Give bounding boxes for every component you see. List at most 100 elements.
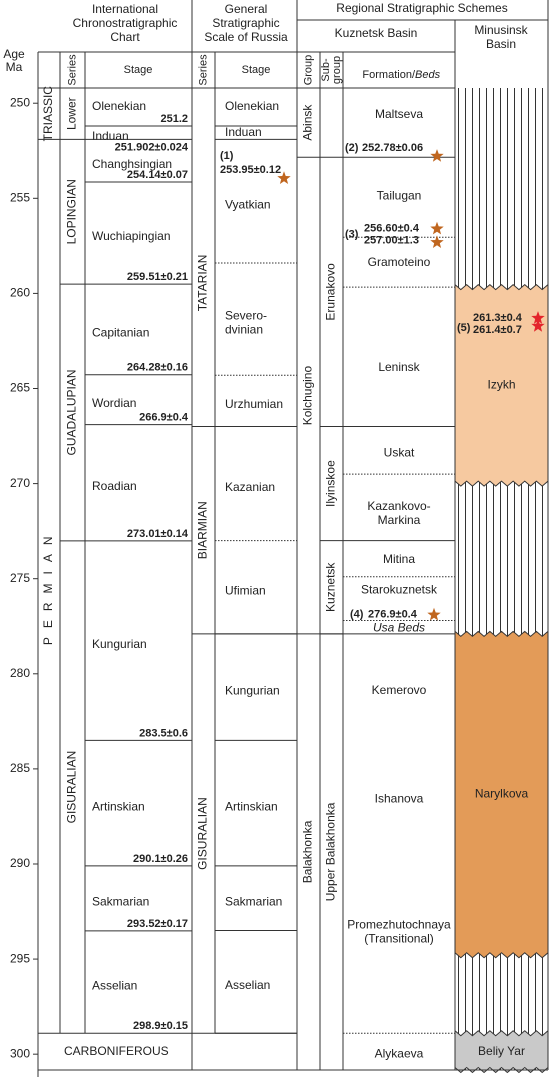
ics-header: Chart [110, 30, 140, 44]
date-star [430, 149, 444, 162]
date-star [430, 221, 444, 235]
ics-boundary-label: 259.51±0.21 [127, 271, 188, 283]
ics-stage-label: Wuchiapingian [92, 229, 171, 243]
system-label: TRIASSIC [41, 86, 55, 142]
russia-series-label: GISURALIAN [196, 797, 210, 870]
formation-label: Kemerovo [372, 683, 427, 697]
kuznetsk-header: Kuznetsk Basin [335, 26, 418, 40]
russia-stage-label: Vyatkian [225, 197, 271, 211]
age-tick-label: 300 [10, 1046, 30, 1060]
ics-stage-label: Roadian [92, 479, 137, 493]
subgroup-label: Kuznetsk [324, 562, 338, 612]
formation-label: Maltseva [375, 107, 423, 121]
ics-boundary-label: 254.14±0.07 [127, 169, 188, 181]
system-label: PERMIAN [41, 527, 55, 645]
ics-stage-label: Changhsingian [92, 157, 172, 171]
russia-header: Stratigraphic [212, 16, 279, 30]
minusinsk-unit-label: Izykh [487, 378, 515, 392]
system-label: CARBONIFEROUS [64, 1044, 169, 1058]
formation-label: Leninsk [378, 360, 420, 374]
date-label: 257.00±1.3 [364, 235, 419, 247]
minusinsk-unit-label: Beliy Yar [478, 1044, 525, 1058]
age-axis-label: Ma [6, 60, 23, 74]
formation-label: Promezhutochnaya [347, 918, 451, 932]
regional-header: Regional Stratigraphic Schemes [336, 1, 507, 15]
formation-label: Uskat [384, 445, 415, 459]
russia-stage-label: Urzhumian [225, 397, 283, 411]
subgroup-header: group [331, 56, 343, 84]
group-header: Group [302, 55, 314, 86]
russia-header: General [225, 2, 268, 16]
russia-stage-label: Kazanian [225, 480, 275, 494]
ics-boundary-label: 283.5±0.6 [139, 727, 188, 739]
russia-series-label: TATARIAN [196, 255, 210, 312]
russia-stage-label: Ufimian [225, 583, 266, 597]
ics-boundary-label: 293.52±0.17 [127, 918, 188, 930]
formation-label: Gramoteino [368, 255, 431, 269]
russia-stage-label: Asselian [225, 978, 270, 992]
date-marker: (3) [345, 229, 359, 241]
date-label: 276.9±0.4 [368, 609, 418, 621]
age-tick-label: 285 [10, 761, 30, 775]
age-tick-label: 250 [10, 95, 30, 109]
ics-boundary-label: 298.9±0.15 [133, 1020, 188, 1032]
date-label: 252.78±0.06 [362, 142, 423, 154]
date-star [277, 171, 291, 184]
date-star [430, 235, 444, 248]
ics-stage-header: Stage [124, 64, 153, 76]
minusinsk-header: Minusinsk [474, 23, 528, 37]
ics-series-label: GUADALUPIAN [65, 369, 79, 455]
ics-stage-label: Wordian [92, 396, 136, 410]
formation-label: Usa Beds [373, 620, 425, 634]
beds-header: Beds [415, 69, 441, 81]
ics-stage-label: Asselian [92, 978, 137, 992]
ics-series-label: Lower [65, 97, 79, 130]
date-label: 256.60±0.4 [364, 223, 420, 235]
ics-boundary-label: 266.9±0.4 [139, 412, 189, 424]
minusinsk-unit-label: Narylkova [475, 787, 529, 801]
ics-boundary-label: 273.01±0.14 [127, 528, 189, 540]
age-tick-label: 260 [10, 286, 30, 300]
subgroup-label: Upper Balakhonka [324, 802, 338, 901]
date-marker: (1) [220, 150, 234, 162]
formation-label: Alykaeva [375, 1046, 424, 1060]
ics-boundary-label: 251.902±0.024 [115, 141, 189, 153]
ics-stage-label: Kungurian [92, 637, 147, 651]
date-marker: (2) [345, 142, 359, 154]
ics-stage-label: Olenekian [92, 99, 146, 113]
age-tick-label: 255 [10, 190, 30, 204]
date-label: 261.3±0.4 [473, 312, 523, 324]
russia-stage-label: Olenekian [225, 99, 279, 113]
ru-series-header: Series [197, 54, 209, 86]
russia-stage-label: Sakmarian [225, 894, 282, 908]
ics-boundary-label: 290.1±0.26 [133, 853, 188, 865]
subgroup-label: Erunakovo [324, 263, 338, 321]
date-label: 261.4±0.7 [473, 324, 522, 336]
ics-series-header: Series [66, 54, 78, 86]
age-axis-label: Age [3, 47, 25, 61]
ics-stage-label: Capitanian [92, 326, 149, 340]
ics-boundary-label: 251.2 [160, 113, 188, 125]
subgroup-header: Sub- [320, 58, 332, 82]
age-tick-label: 280 [10, 666, 30, 680]
ics-stage-label: Artinskian [92, 799, 145, 813]
ru-stage-header: Stage [242, 64, 271, 76]
age-tick-label: 265 [10, 381, 30, 395]
formation-header: Formation/ [362, 69, 416, 81]
russia-header: Scale of Russia [204, 30, 288, 44]
russia-stage-label: dvinian [225, 322, 263, 336]
age-tick-label: 270 [10, 476, 30, 490]
ics-boundary-label: 264.28±0.16 [127, 362, 188, 374]
ics-header: International [92, 2, 158, 16]
date-star [427, 607, 441, 621]
ics-header: Chronostratigraphic [73, 16, 178, 30]
group-label: Abinsk [301, 104, 315, 141]
formation-label: (Transitional) [364, 932, 434, 946]
date-star [531, 311, 545, 324]
age-tick-label: 275 [10, 571, 30, 585]
russia-stage-label: Kungurian [225, 683, 280, 697]
minusinsk-header: Basin [486, 37, 516, 51]
russia-stage-label: Severo- [225, 308, 267, 322]
russia-stage-label: Artinskian [225, 799, 278, 813]
